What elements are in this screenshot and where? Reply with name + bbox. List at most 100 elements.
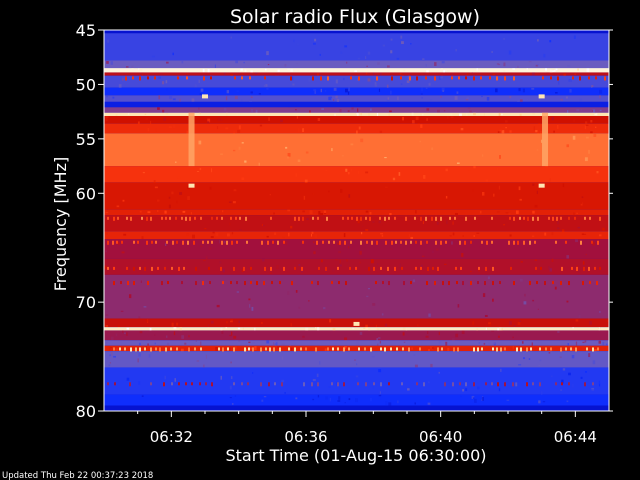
- spectrogram-texture: [479, 246, 483, 249]
- spectrogram-texture: [343, 346, 347, 348]
- spectrogram-texture: [535, 129, 538, 133]
- spectrogram-texture: [415, 210, 417, 214]
- spectrogram-texture: [432, 347, 434, 349]
- spectrogram-texture: [203, 364, 205, 369]
- spectrogram-texture: [381, 234, 384, 237]
- spectrogram-texture: [348, 87, 350, 92]
- spectrogram-texture: [340, 51, 343, 54]
- spectrogram-texture: [368, 232, 370, 235]
- spectrogram-texture: [369, 397, 373, 402]
- spectrogram-texture: [549, 178, 551, 182]
- spectrogram-texture: [108, 346, 111, 350]
- spectrogram-texture: [357, 57, 361, 60]
- spectrogram-texture: [198, 112, 201, 115]
- spectrogram-texture: [454, 96, 458, 100]
- spectrogram-texture: [498, 112, 501, 117]
- interference-dot: [301, 266, 303, 271]
- spectrogram-texture: [506, 399, 510, 401]
- interference-dot: [403, 281, 405, 286]
- spectrogram-texture: [138, 381, 141, 385]
- spectrogram-texture: [355, 375, 359, 378]
- spectrogram-texture: [536, 190, 538, 195]
- spectrogram-texture: [551, 116, 554, 121]
- chart-title: Solar radio Flux (Glasgow): [230, 6, 480, 28]
- interference-dot: [194, 347, 196, 351]
- interference-dot: [519, 216, 521, 220]
- interference-dot: [236, 281, 238, 285]
- spectrogram-texture: [557, 330, 560, 333]
- spectrogram-texture: [572, 383, 574, 388]
- spectrogram-texture: [491, 330, 495, 332]
- interference-dot: [380, 266, 382, 270]
- frequency-band: [104, 101, 609, 108]
- spectrogram-texture: [231, 232, 234, 235]
- spectrogram-texture: [438, 371, 440, 374]
- spectrogram-texture: [581, 202, 584, 205]
- spectrogram-texture: [250, 73, 253, 76]
- spectrogram-texture: [369, 211, 372, 215]
- interference-dot: [133, 281, 135, 286]
- interference-dot: [317, 382, 319, 387]
- interference-dot: [358, 76, 360, 81]
- plot-frame: [103, 29, 610, 412]
- spectrogram-texture: [365, 324, 368, 329]
- spectrogram-texture: [109, 361, 112, 364]
- interference-dot: [371, 240, 373, 245]
- interference-dot: [571, 266, 573, 270]
- spectrogram-texture: [358, 170, 360, 174]
- interference-dot: [331, 281, 333, 285]
- spectrogram-texture: [531, 87, 535, 90]
- interference-dot: [291, 281, 293, 286]
- spectrogram-texture: [488, 322, 491, 325]
- spectrogram-texture: [137, 358, 139, 363]
- spectrogram-texture: [540, 391, 543, 395]
- interference-dot: [209, 281, 211, 285]
- interference-dot: [107, 266, 109, 270]
- spectrogram-texture: [376, 113, 379, 117]
- spectrogram-texture: [343, 233, 346, 238]
- spectrogram-texture: [436, 221, 439, 225]
- interference-dot: [169, 216, 171, 220]
- spectrogram-texture: [265, 68, 267, 71]
- spectrogram-texture: [360, 138, 364, 143]
- spectrogram-texture: [295, 109, 297, 111]
- spectrogram-texture: [177, 176, 181, 179]
- spectrogram-texture: [250, 96, 253, 99]
- spectrogram-texture: [218, 239, 220, 244]
- interference-dot: [271, 281, 273, 285]
- spectrogram-texture: [549, 268, 552, 272]
- spectrogram-texture: [158, 95, 161, 100]
- spectrogram-texture: [319, 53, 321, 56]
- interference-dot: [150, 347, 152, 352]
- interference-dot: [113, 216, 115, 221]
- interference-dot: [368, 266, 370, 271]
- y-tick-label: 50: [76, 75, 96, 94]
- spectrogram-texture: [585, 253, 587, 256]
- spectrogram-texture: [585, 136, 589, 139]
- spectrogram-texture: [584, 157, 588, 162]
- interference-dot: [388, 382, 390, 386]
- spectrogram-texture: [401, 73, 404, 77]
- axis-ticks: 45 50 55 60 70 80 06:32 06:36 06:40 06:44: [76, 21, 613, 446]
- interference-dot: [177, 76, 179, 80]
- interference-dot: [159, 347, 161, 352]
- interference-dot: [572, 76, 574, 80]
- interference-dot: [434, 76, 436, 81]
- spectrogram-texture: [593, 133, 597, 137]
- spectrogram-texture: [591, 85, 594, 87]
- frequency-band: [104, 68, 609, 73]
- spectrogram-texture: [266, 235, 269, 238]
- spectrogram-texture: [599, 311, 601, 313]
- spectrogram-texture: [425, 63, 427, 67]
- interference-dot: [442, 281, 444, 286]
- spectrogram-texture: [426, 118, 428, 121]
- interference-dot: [565, 240, 567, 244]
- spectrogram-texture: [200, 341, 202, 346]
- spectrogram-texture: [481, 191, 485, 196]
- frequency-band: [104, 231, 609, 240]
- interference-dot: [342, 216, 344, 220]
- interference-dot: [279, 281, 281, 285]
- frequency-band: [104, 258, 609, 275]
- spectrogram-texture: [414, 364, 418, 368]
